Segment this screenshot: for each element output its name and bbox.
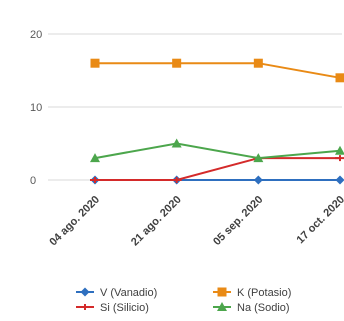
series-line-2 xyxy=(95,62,341,79)
point-2-1 xyxy=(172,58,182,68)
point-3-1 xyxy=(171,138,182,148)
legend-label-2: K (Potasio) xyxy=(237,287,291,299)
point-0-3 xyxy=(335,175,344,185)
legend-item-0: V (Vanadio) xyxy=(76,287,157,299)
series-line-1 xyxy=(95,157,340,181)
series-line-3 xyxy=(94,142,341,160)
series-2 xyxy=(90,58,344,83)
y-tick-label-20: 20 xyxy=(30,29,42,41)
legend-label-1: Si (Silicio) xyxy=(100,302,149,314)
y-tick-label-0: 0 xyxy=(30,175,36,187)
legend-label-3: Na (Sodio) xyxy=(237,302,290,314)
point-1-1 xyxy=(171,177,182,183)
y-axis-ticks: 0 10 20 xyxy=(30,29,42,187)
x-tick-label-2: 05 sep. 2020 xyxy=(211,194,265,248)
point-3-2 xyxy=(253,153,264,163)
legend-item-3: Na (Sodio) xyxy=(213,302,290,314)
point-2-0 xyxy=(90,58,100,68)
x-axis-ticks: 04 ago. 2020 21 ago. 2020 05 sep. 2020 17 o… xyxy=(47,194,344,249)
point-1-0 xyxy=(90,177,100,183)
point-3-0 xyxy=(90,153,100,163)
series-1 xyxy=(90,155,344,183)
point-3-3 xyxy=(335,145,344,155)
legend: V (Vanadio) Si (Silicio) K (Potasio) Na (So… xyxy=(76,287,291,314)
legend-label-0: V (Vanadio) xyxy=(100,287,157,299)
point-1-3 xyxy=(335,155,344,162)
legend-item-1: Si (Silicio) xyxy=(76,302,149,314)
legend-marker-2 xyxy=(217,287,227,297)
legend-marker-1 xyxy=(80,304,90,310)
point-2-2 xyxy=(253,58,263,68)
point-0-2 xyxy=(253,175,263,185)
x-tick-label-1: 21 ago. 2020 xyxy=(129,194,184,249)
series-layer xyxy=(90,58,344,185)
y-tick-label-10: 10 xyxy=(30,102,42,114)
point-2-3 xyxy=(335,73,344,83)
legend-marker-3 xyxy=(217,302,227,311)
series-3 xyxy=(90,138,344,163)
legend-item-2: K (Potasio) xyxy=(213,287,291,299)
x-tick-label-0: 04 ago. 2020 xyxy=(47,194,102,249)
legend-marker-0 xyxy=(80,287,90,297)
x-tick-label-3: 17 oct. 2020 xyxy=(295,194,344,247)
